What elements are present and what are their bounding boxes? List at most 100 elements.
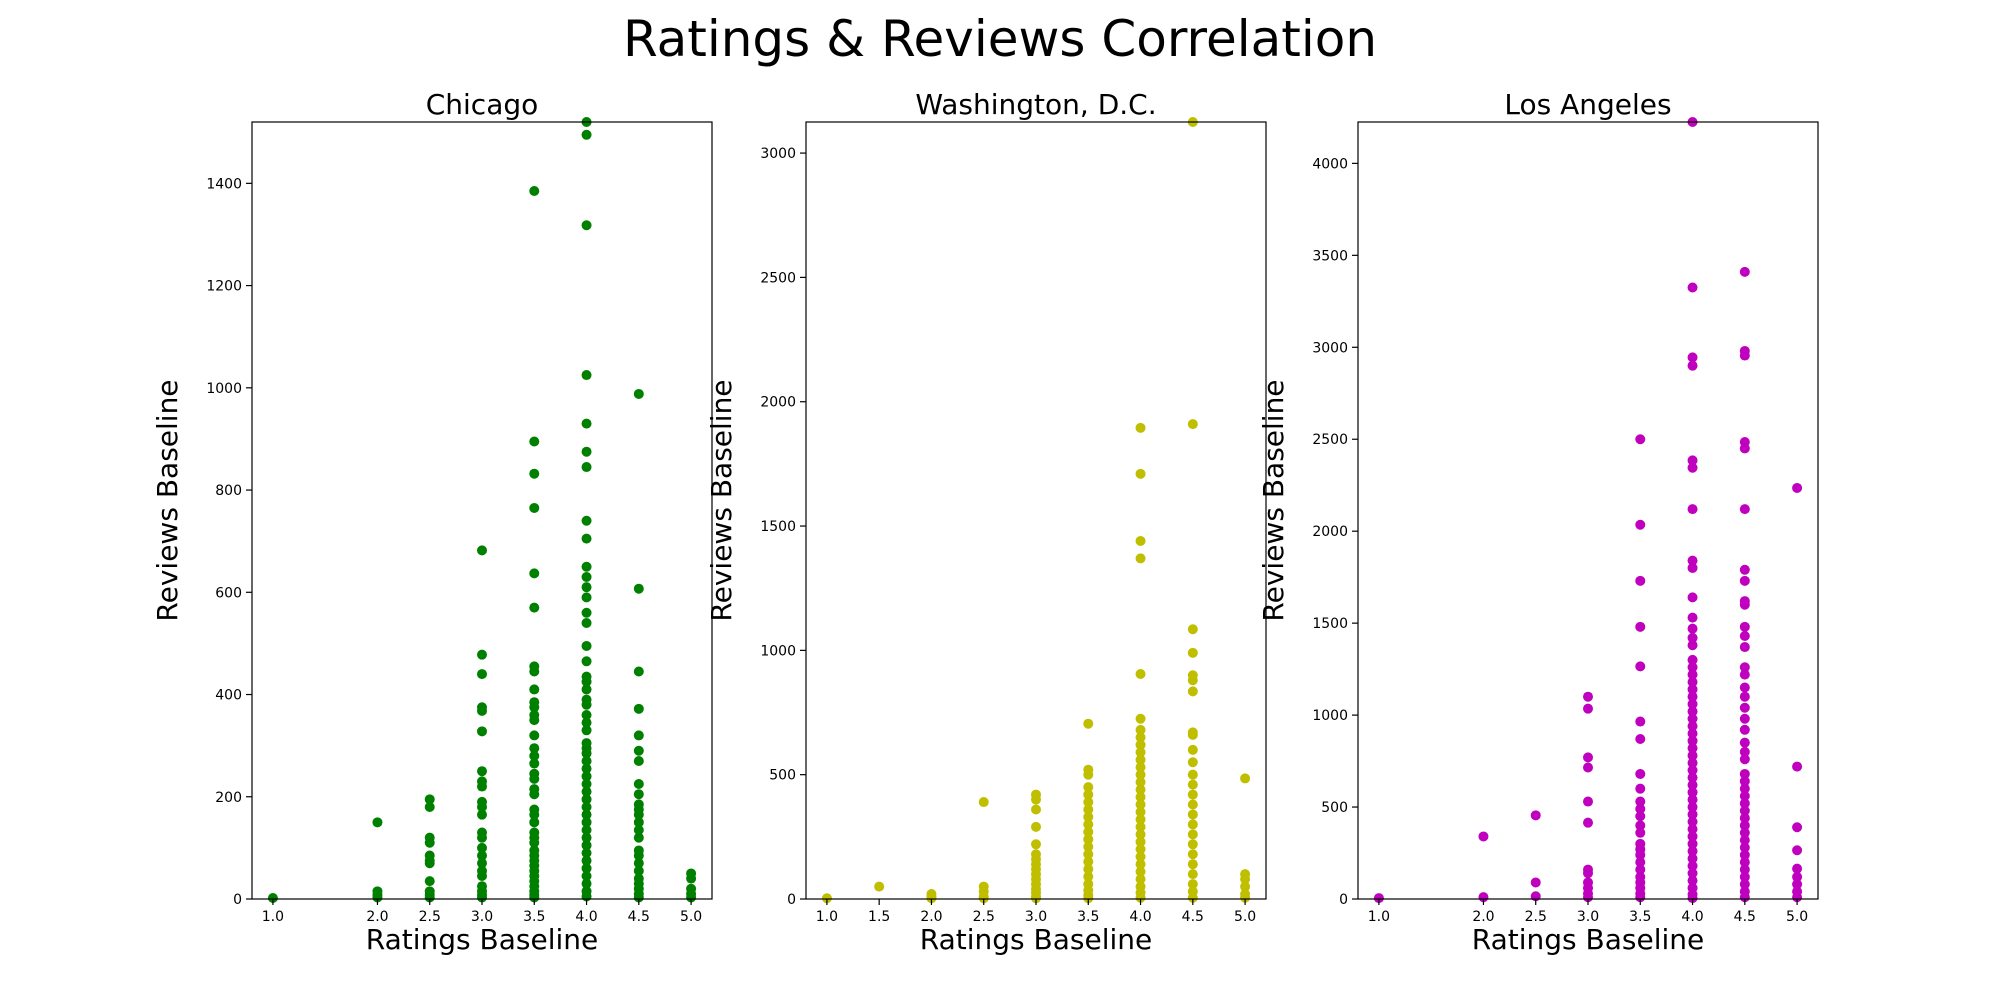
data-point xyxy=(1530,877,1541,888)
data-point xyxy=(1187,675,1198,686)
data-point xyxy=(1135,535,1146,546)
y-tick-label: 2000 xyxy=(1312,524,1348,540)
data-point xyxy=(1240,773,1251,784)
data-point xyxy=(1739,783,1750,794)
data-point xyxy=(633,745,644,756)
data-point xyxy=(529,758,540,769)
data-point xyxy=(1739,737,1750,748)
y-axis-label: Reviews Baseline xyxy=(705,379,738,621)
data-point xyxy=(633,832,644,843)
data-point xyxy=(1187,624,1198,635)
data-point xyxy=(1135,836,1146,847)
data-point xyxy=(529,436,540,447)
data-point xyxy=(1739,879,1750,890)
x-tick-label: 2.0 xyxy=(1472,909,1494,925)
data-point xyxy=(1687,809,1698,820)
data-point xyxy=(1635,849,1646,860)
data-point xyxy=(581,656,592,667)
data-point xyxy=(1739,827,1750,838)
data-point xyxy=(1031,839,1041,850)
y-tick-label: 1000 xyxy=(760,643,796,659)
data-point xyxy=(529,684,540,695)
data-point xyxy=(633,817,644,828)
data-point xyxy=(581,220,592,231)
data-point xyxy=(581,418,592,429)
data-point xyxy=(581,592,592,603)
data-point xyxy=(1530,810,1541,821)
data-point xyxy=(1187,769,1198,780)
data-point xyxy=(1687,555,1698,566)
data-point xyxy=(581,699,592,710)
data-point xyxy=(581,755,592,766)
data-point xyxy=(1083,804,1094,815)
data-point xyxy=(1739,724,1750,735)
data-point xyxy=(581,684,592,695)
data-point xyxy=(581,824,592,835)
data-point xyxy=(1583,703,1593,714)
y-tick-label: 500 xyxy=(769,768,796,784)
data-point xyxy=(477,850,487,861)
data-point xyxy=(529,666,540,677)
data-point xyxy=(1031,821,1041,832)
x-tick-label: 4.0 xyxy=(1681,909,1703,925)
data-point xyxy=(1687,504,1698,515)
data-point xyxy=(1187,729,1198,740)
data-point xyxy=(372,892,383,903)
data-point xyxy=(1687,360,1698,371)
data-point xyxy=(1739,682,1750,693)
data-point xyxy=(1478,892,1489,903)
data-point xyxy=(477,705,487,716)
data-point xyxy=(1687,455,1698,466)
data-point xyxy=(1187,419,1198,430)
data-point xyxy=(1635,734,1646,745)
y-tick-label: 4000 xyxy=(1312,156,1348,172)
y-tick-label: 3000 xyxy=(760,146,796,162)
y-tick-label: 2500 xyxy=(1312,432,1348,448)
x-axis-label: Ratings Baseline xyxy=(366,923,598,956)
x-tick-label: 2.5 xyxy=(973,909,995,925)
data-point xyxy=(1687,779,1698,790)
data-points xyxy=(821,117,1251,904)
data-point xyxy=(1739,813,1750,824)
data-point xyxy=(1687,816,1698,827)
data-point xyxy=(633,850,644,861)
data-point xyxy=(1031,893,1041,904)
data-point xyxy=(1135,769,1146,780)
data-point xyxy=(1083,811,1094,822)
y-tick-label: 800 xyxy=(215,483,242,499)
data-point xyxy=(1739,266,1750,277)
y-tick-label: 0 xyxy=(233,892,242,908)
data-point xyxy=(581,515,592,526)
y-tick-label: 0 xyxy=(1339,892,1348,908)
data-point xyxy=(1687,462,1698,473)
data-point xyxy=(1187,647,1198,658)
data-point xyxy=(1739,746,1750,757)
data-point xyxy=(633,809,644,820)
data-point xyxy=(529,568,540,579)
data-point xyxy=(1135,732,1146,743)
data-point xyxy=(1135,668,1146,679)
x-tick-label: 4.0 xyxy=(1129,909,1151,925)
data-point xyxy=(1583,868,1593,879)
data-point xyxy=(1687,623,1698,634)
data-point xyxy=(1135,859,1146,870)
y-tick-label: 200 xyxy=(215,790,242,806)
data-point xyxy=(1031,794,1041,805)
data-point xyxy=(1187,789,1198,800)
data-point xyxy=(1187,869,1198,880)
data-point xyxy=(581,870,592,881)
data-point xyxy=(477,832,487,843)
data-point xyxy=(1187,839,1198,850)
data-point xyxy=(581,809,592,820)
data-point xyxy=(477,892,487,903)
data-point xyxy=(1187,809,1198,820)
y-tick-label: 3500 xyxy=(1312,248,1348,264)
data-point xyxy=(1687,875,1698,886)
data-point xyxy=(1739,768,1750,779)
data-point xyxy=(1635,820,1646,831)
data-point xyxy=(1687,562,1698,573)
y-tick-label: 2500 xyxy=(760,270,796,286)
data-point xyxy=(1135,892,1146,903)
data-point xyxy=(1792,879,1803,890)
data-point xyxy=(1583,752,1593,763)
